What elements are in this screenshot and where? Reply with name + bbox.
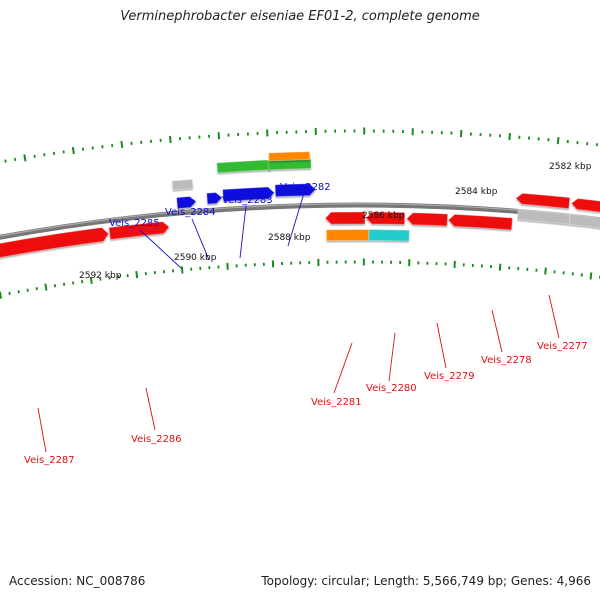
kbp-label-2590: 2590 kbp: [174, 253, 217, 263]
leader-veis-2284: [191, 218, 210, 261]
gene-grey-upper-2-highlight: [568, 213, 600, 229]
leader-veis-2278: [491, 309, 503, 353]
gene-label-veis-2285[interactable]: Veis_2285: [109, 218, 160, 229]
gene-label-veis-2280[interactable]: Veis_2280: [366, 383, 417, 394]
gene-veis-2279-red-highlight: [405, 212, 449, 227]
leader-veis-2277: [548, 294, 560, 339]
gene-veis-2283-blue-highlight: [222, 186, 276, 203]
map-title: Verminephrobacter eiseniae EF01-2, compl…: [120, 9, 480, 24]
inner-tick: [17, 290, 20, 294]
genome-stats-text: Topology: circular; Length: 5,566,749 bp…: [261, 574, 591, 588]
gene-veis-2282-blue-highlight: [274, 183, 317, 198]
gene-veis-2281-red: [325, 211, 365, 225]
gene-grey-upper-2: [569, 214, 600, 228]
leader-veis-2281: [333, 342, 353, 394]
gene-label-veis-2284[interactable]: Veis_2284: [165, 207, 216, 218]
gene-label-veis-2286[interactable]: Veis_2286: [131, 434, 182, 445]
label-leader-lines: [37, 192, 560, 453]
gene-veis-2280-red-highlight: [365, 211, 406, 226]
outer-tick: [508, 132, 511, 141]
outer-tick: [120, 140, 124, 149]
inner-tick: [26, 288, 29, 292]
gene-veis-2284-blue: [206, 192, 223, 205]
leader-veis-2285: [139, 229, 182, 269]
gene-veis-2282-orange-highlight: [268, 151, 311, 162]
kbp-label-2592: 2592 kbp: [79, 271, 122, 281]
gene-veis-2287-highlight: [0, 226, 110, 259]
kbp-label-2582: 2582 kbp: [549, 162, 592, 172]
gene-veis-2286-highlight: [108, 221, 170, 241]
gene-veis-2285-grey: [172, 179, 194, 190]
outer-tick: [23, 154, 27, 162]
gene-veis-2282-blue: [275, 183, 316, 197]
inner-tick: [498, 263, 502, 271]
inner-tick: [135, 271, 139, 279]
outer-tick: [169, 135, 172, 144]
leader-veis-2279: [436, 322, 447, 369]
leader-veis-2283: [239, 205, 247, 259]
gene-veis-2279-red: [406, 212, 448, 227]
gene-veis-2282-orange: [268, 151, 310, 161]
inner-tick: [544, 267, 547, 275]
gene-red-upper-1-highlight: [515, 192, 571, 210]
gene-label-veis-2277[interactable]: Veis_2277: [537, 341, 588, 352]
gene-veis-2286: [108, 221, 170, 240]
gene-veis-2284-blue-highlight: [206, 191, 223, 205]
gene-veis-2278-red: [448, 214, 513, 230]
inner-tick: [89, 276, 93, 284]
leader-veis-2286: [145, 387, 156, 431]
gene-label-veis-2278[interactable]: Veis_2278: [481, 355, 532, 366]
inner-tick: [589, 272, 593, 280]
gene-grey-upper-1: [517, 209, 571, 225]
gene-veis-2278-red-highlight: [447, 213, 513, 231]
inner-tick: [8, 291, 11, 296]
outer-tick: [71, 146, 75, 155]
gene-veis-2285-blue: [176, 196, 197, 209]
kbp-label-2588: 2588 kbp: [268, 233, 311, 243]
gene-features: [0, 151, 600, 259]
gene-label-veis-2287[interactable]: Veis_2287: [24, 455, 75, 466]
gene-veis-2280-cyan-highlight: [368, 229, 410, 242]
leader-veis-2280: [388, 332, 396, 382]
gene-veis-2281-red-highlight: [324, 211, 366, 225]
outer-tick: [556, 137, 560, 145]
gene-veis-2280-cyan: [368, 229, 410, 242]
gene-veis-2287: [0, 227, 109, 258]
leader-veis-2282: [287, 192, 305, 247]
inner-tick: [44, 283, 48, 291]
gene-veis-2281-orange: [326, 229, 369, 241]
gene-label-veis-2283[interactable]: Veis_2283: [222, 195, 273, 206]
accession-text: Accession: NC_008786: [9, 574, 146, 588]
gene-red-upper-2-highlight: [570, 197, 600, 213]
gene-label-veis-2282[interactable]: Veis_2282: [280, 182, 331, 193]
gene-veis-2285-grey-highlight: [171, 178, 194, 191]
kbp-label-2584: 2584 kbp: [455, 187, 498, 197]
leader-veis-2287: [37, 407, 47, 453]
outer-tick: [4, 159, 7, 163]
inner-tick: [180, 266, 184, 274]
gene-veis-2282-green-outer: [267, 158, 312, 170]
gene-red-upper-1: [516, 193, 570, 209]
tick-track-outer: [4, 127, 598, 163]
gene-veis-2280-red: [365, 212, 405, 225]
kbp-label-2586: 2586 kbp: [362, 211, 405, 221]
gene-veis-2281-orange-highlight: [325, 229, 370, 242]
gene-veis-2285-blue-highlight: [176, 196, 197, 210]
tick-track-inner: [0, 258, 600, 299]
gene-label-veis-2279[interactable]: Veis_2279: [424, 371, 475, 382]
inner-tick: [0, 291, 3, 299]
gene-grey-upper-1-highlight: [516, 208, 571, 225]
gene-veis-2283-green-outer: [216, 159, 271, 173]
gene-veis-2283-blue: [222, 186, 275, 202]
gene-red-upper-2: [571, 198, 600, 213]
gene-label-veis-2281[interactable]: Veis_2281: [311, 397, 362, 408]
